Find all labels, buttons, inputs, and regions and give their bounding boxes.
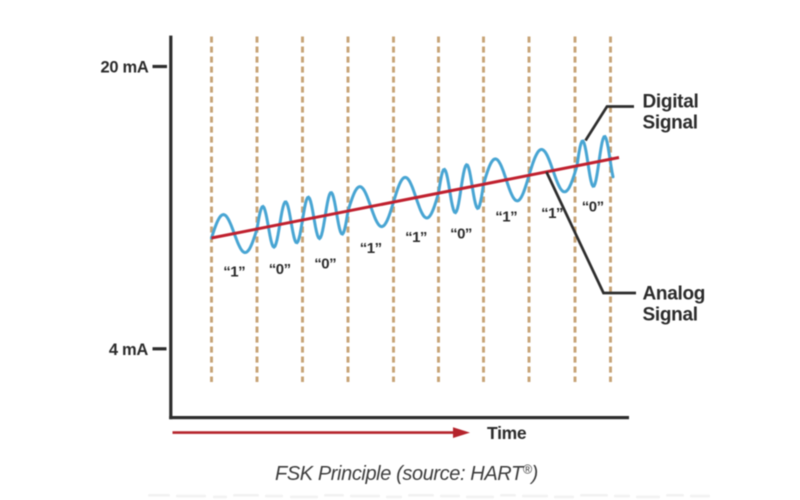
svg-text:Digital: Digital bbox=[643, 92, 699, 113]
svg-text:Signal: Signal bbox=[643, 304, 698, 325]
svg-text:FSK Principle (source: HART®): FSK Principle (source: HART®) bbox=[275, 463, 538, 486]
svg-text:“1”: “1” bbox=[360, 240, 382, 257]
svg-text:“0”: “0” bbox=[582, 199, 604, 216]
svg-text:“0”: “0” bbox=[450, 226, 472, 243]
svg-text:“1”: “1” bbox=[541, 205, 563, 222]
svg-text:“1”: “1” bbox=[223, 264, 245, 281]
svg-text:“0”: “0” bbox=[314, 256, 336, 273]
svg-text:4 mA: 4 mA bbox=[109, 341, 149, 359]
svg-text:Signal: Signal bbox=[643, 113, 698, 134]
svg-text:“1”: “1” bbox=[405, 229, 427, 246]
svg-text:Time: Time bbox=[487, 423, 527, 443]
svg-text:“0”: “0” bbox=[269, 261, 291, 278]
svg-text:20 mA: 20 mA bbox=[100, 59, 148, 77]
svg-text:Analog: Analog bbox=[643, 283, 706, 304]
svg-text:“1”: “1” bbox=[495, 209, 517, 226]
